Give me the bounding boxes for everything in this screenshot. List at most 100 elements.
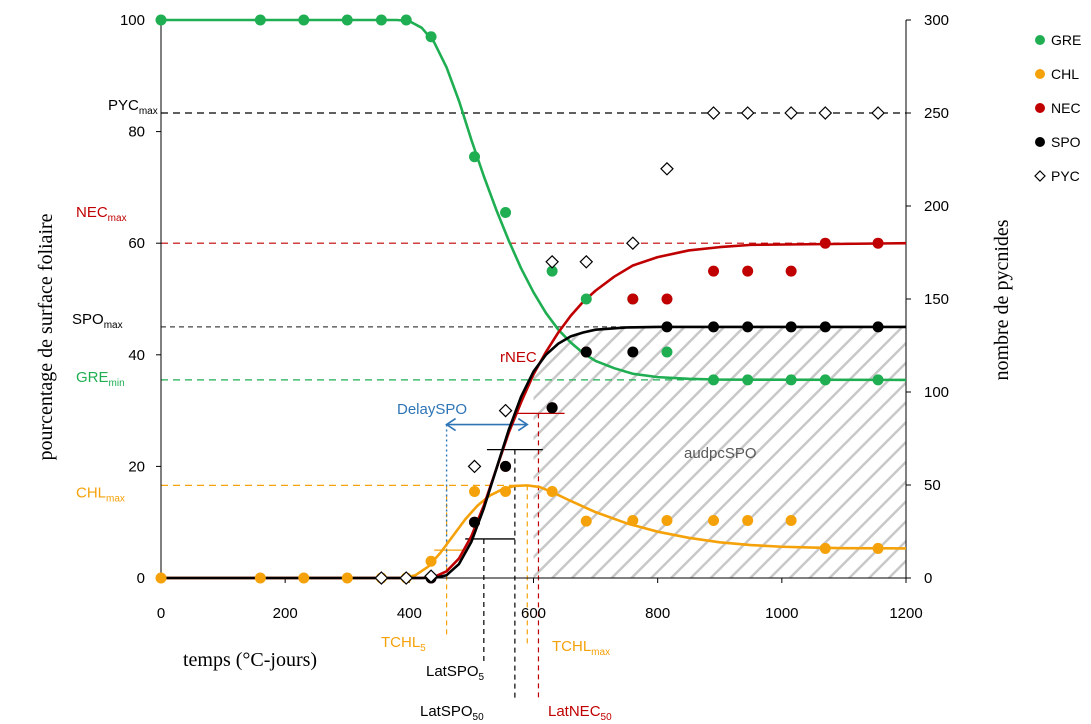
y-left-tick-label: 100 [120, 12, 145, 29]
nec-data-point [627, 293, 639, 305]
chl-data-point [425, 555, 437, 567]
gre-data-point [469, 151, 481, 163]
chl-data-point [341, 572, 353, 584]
x-tick-label: 800 [645, 605, 670, 622]
chl-data-point [708, 515, 720, 527]
legend-pyc-label: PYC [1051, 168, 1080, 184]
legend-nec-marker [1035, 103, 1045, 113]
chl-data-point [469, 486, 481, 498]
pyc-data-point [706, 106, 721, 120]
nec-data-point [661, 293, 673, 305]
x-tick-label: 600 [521, 605, 546, 622]
nec-fitted-curve [161, 241, 907, 580]
chlmax-label-base: CHL [76, 484, 106, 501]
gre-data-point [155, 14, 167, 26]
legend-gre-label: GRE [1051, 32, 1081, 48]
legend-chl-label: CHL [1051, 66, 1079, 82]
y-left-tick-label: 60 [128, 235, 145, 252]
latnec50-label: LatNEC50 [548, 703, 612, 723]
y-left-axis-label: pourcentage de surface foliaire [35, 213, 57, 460]
spo-data-point [469, 516, 481, 528]
gre-data-point [785, 374, 797, 386]
spo-fitted-curve [161, 325, 906, 580]
legend-pyc-marker [1034, 170, 1046, 182]
chl-data-point [627, 515, 639, 527]
reference-lines-layer [161, 112, 906, 700]
spo-data-point [819, 321, 831, 333]
necmax-label-base: NEC [76, 204, 108, 221]
legend-chl-marker [1035, 69, 1045, 79]
delayspo-label: DelaySPO [397, 401, 467, 418]
legend-nec-label: NEC [1051, 100, 1081, 116]
tchlmax-label: TCHLmax [552, 638, 610, 658]
y-right-tick-label: 150 [924, 291, 949, 308]
chl-data-point [785, 515, 797, 527]
pyc-data-point [871, 106, 885, 120]
latspo50-label-subscript: 50 [473, 712, 485, 723]
gre-data-point [341, 14, 353, 26]
y-right-tick-label: 0 [924, 570, 932, 587]
y-left-tick-label: 80 [128, 124, 145, 141]
chl-data-point [580, 515, 592, 527]
pyc-data-point [424, 569, 438, 583]
y-left-tick-label: 40 [128, 347, 145, 364]
y-right-tick-label: 100 [924, 384, 949, 401]
gre-data-point [400, 14, 412, 26]
chl-data-point [298, 572, 310, 584]
spo-data-point [785, 321, 797, 333]
x-tick-label: 1200 [889, 605, 922, 622]
chl-data-point [155, 572, 167, 584]
pyc-data-point [660, 161, 674, 176]
pyc-data-point [740, 106, 755, 120]
spo-data-point [661, 321, 673, 333]
y-left-tick-label: 20 [128, 458, 145, 475]
spo-data-point [627, 346, 639, 358]
tchl5-label-base: TCHL [381, 634, 420, 651]
pyc-data-point [784, 106, 798, 120]
pyc-data-point [579, 254, 594, 269]
nec-data-point [708, 265, 720, 277]
pycmax-label-base: PYC [108, 97, 139, 114]
spomax-label-base: SPO [72, 311, 104, 328]
pyc-data-point [399, 571, 414, 585]
gre-data-point [425, 31, 437, 43]
gremin-label-subscript: min [109, 378, 125, 389]
points-layer [155, 14, 885, 585]
gre-data-point [580, 293, 592, 305]
gre-data-point [375, 14, 387, 26]
latspo5-label-subscript: 5 [479, 672, 485, 683]
annotations-layer: PYCmaxNECmaxSPOmaxGREminCHLmaxrNECDelayS… [72, 97, 757, 723]
spo-data-point [742, 321, 754, 333]
tchl5-label: TCHL5 [381, 634, 426, 654]
legend-gre-marker [1035, 35, 1045, 45]
gre-data-point [872, 374, 884, 386]
spo-data-point [580, 346, 592, 358]
y-right-tick-label: 50 [924, 477, 941, 494]
chlmax-label-subscript: max [106, 493, 125, 504]
gre-data-point [254, 14, 266, 26]
nec-data-point [785, 265, 797, 277]
audpc-area-layer [533, 326, 906, 578]
y-right-tick-label: 200 [924, 198, 949, 215]
chl-data-point [546, 486, 558, 498]
necmax-label: NECmax [76, 204, 127, 224]
gre-data-point [500, 207, 512, 219]
spo-data-point [708, 321, 720, 333]
gremin-label-base: GRE [76, 369, 109, 386]
y-right-tick-label: 300 [924, 12, 949, 29]
delayspo-arrowhead-right [517, 417, 529, 432]
audpc-hatched-area [533, 326, 906, 578]
nec-data-point [819, 237, 831, 249]
spomax-label: SPOmax [72, 311, 123, 331]
y-right-tick-label: 250 [924, 105, 949, 122]
x-tick-label: 200 [273, 605, 298, 622]
tchl5-label-subscript: 5 [420, 643, 426, 654]
tchlmax-label-subscript: max [591, 647, 610, 658]
pyc-data-point [545, 254, 559, 269]
chlmax-label: CHLmax [76, 484, 125, 504]
legend: GRE CHL NEC SPO PYC [1034, 32, 1081, 184]
chl-fitted-curve [161, 484, 907, 580]
gre-data-point [742, 374, 754, 386]
y-right-axis-label: nombre de pycnides [991, 219, 1013, 380]
